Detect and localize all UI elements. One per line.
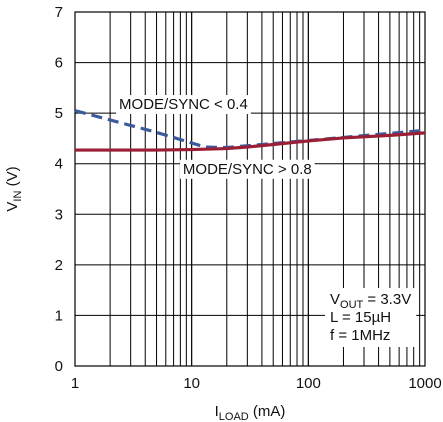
y-tick-label: 7: [55, 4, 63, 21]
series-lines: [74, 109, 426, 152]
x-tick-label: 10: [183, 375, 200, 392]
condition-label: VOUT = 3.3V: [330, 291, 411, 311]
y-tick-label: 6: [55, 55, 63, 72]
x-tick-label: 100: [296, 375, 321, 392]
annotation-label: MODE/SYNC < 0.4: [119, 96, 248, 113]
condition-label: f = 1MHz: [330, 327, 390, 344]
y-tick-label: 2: [55, 257, 63, 274]
y-tick-label: 4: [55, 156, 63, 173]
annotation-bg: [116, 95, 251, 115]
annotation-bg: [179, 159, 315, 179]
y-tick-label: 1: [55, 307, 63, 324]
condition-label: L = 15µH: [330, 309, 391, 326]
y-tick-label: 5: [55, 105, 63, 122]
plot-frame: [74, 11, 426, 367]
y-tick-label: 0: [55, 358, 63, 375]
y-tick-label: 3: [55, 206, 63, 223]
x-tick-label: 1: [71, 375, 79, 392]
x-tick-label: 1000: [408, 375, 441, 392]
series-line-0: [74, 109, 426, 150]
annotation-label: MODE/SYNC > 0.8: [183, 161, 312, 178]
x-axis-label: ILOAD (mA): [215, 403, 286, 422]
conditions-bg: [325, 288, 417, 347]
series-line-1: [75, 131, 426, 152]
y-axis-label: VIN (V): [4, 166, 24, 211]
